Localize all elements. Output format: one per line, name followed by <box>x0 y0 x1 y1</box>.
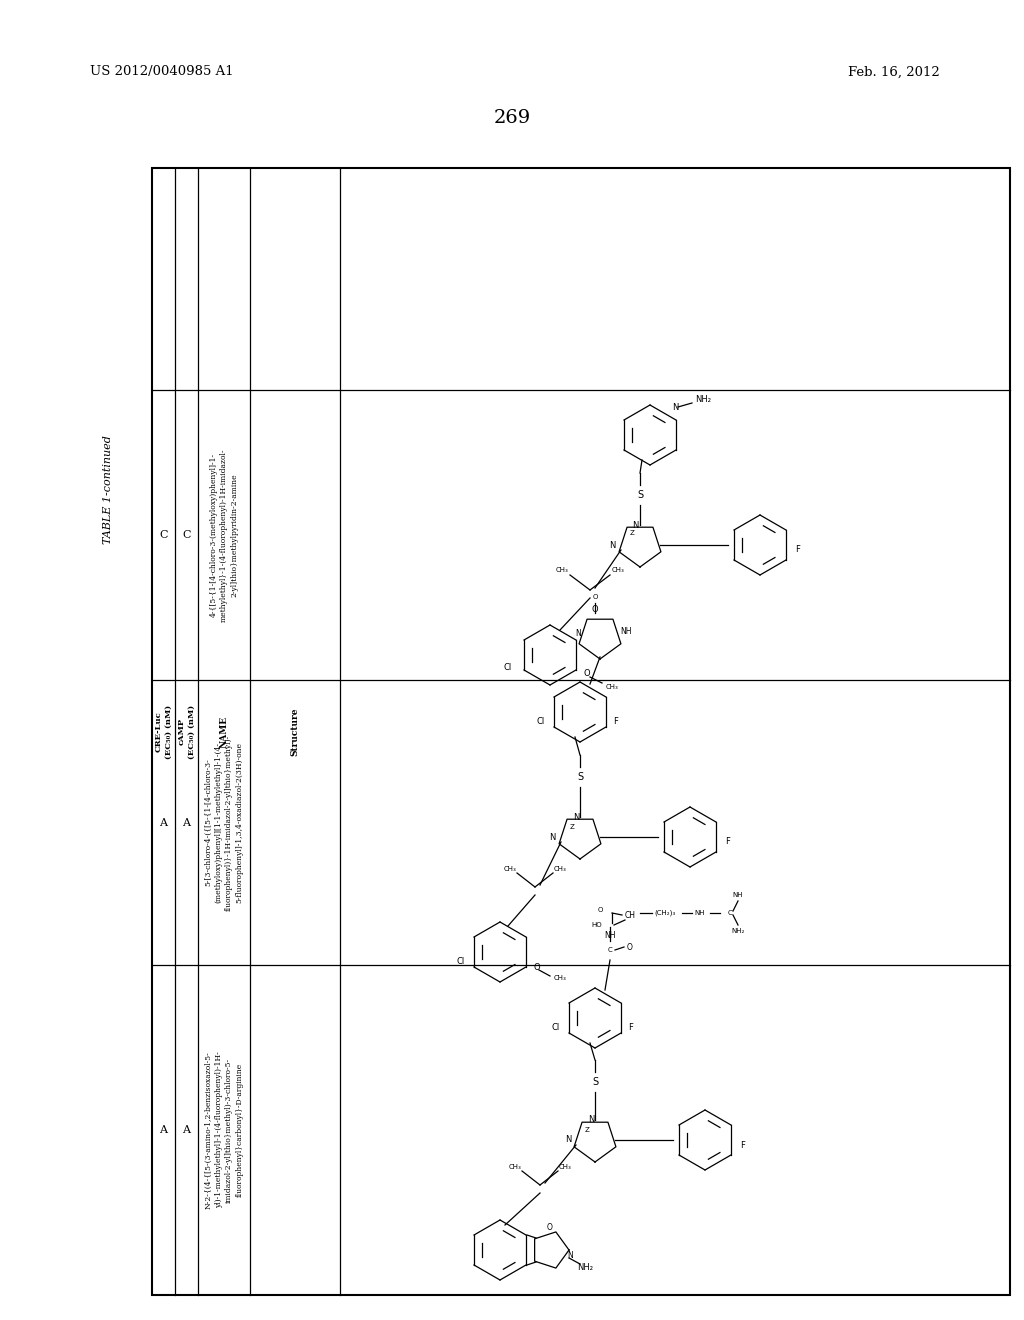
Text: O: O <box>583 668 590 677</box>
Text: F: F <box>613 718 617 726</box>
Bar <box>152 168 1010 1295</box>
Text: NH: NH <box>604 931 615 940</box>
Text: C: C <box>728 909 732 916</box>
Text: N: N <box>609 540 616 549</box>
Text: O: O <box>627 942 633 952</box>
Text: F: F <box>740 1140 744 1150</box>
Text: S: S <box>637 490 643 500</box>
Text: O: O <box>597 907 603 913</box>
Text: O: O <box>534 962 540 972</box>
Text: O: O <box>547 1224 553 1233</box>
Text: N: N <box>564 1135 571 1144</box>
Text: Z: Z <box>630 531 635 536</box>
Text: CH₃: CH₃ <box>559 1164 571 1170</box>
Text: S: S <box>592 1077 598 1086</box>
Text: 5-[3-chloro-4-({[5-{1-[4-chloro-3-
(methyloxy)phenyl][1-1-methylethyl]-1-(4-
flu: 5-[3-chloro-4-({[5-{1-[4-chloro-3- (meth… <box>205 734 244 911</box>
Text: A: A <box>182 1125 190 1135</box>
Text: N: N <box>588 1115 594 1125</box>
Text: Structure: Structure <box>291 708 299 756</box>
Text: US 2012/0040985 A1: US 2012/0040985 A1 <box>90 66 233 78</box>
Text: N-2-{(4-{[5-(3-amino-1,2-benzisoxazol-5-
yl)-1-methylethyl]-1-(4-fluorophenyl)-1: N-2-{(4-{[5-(3-amino-1,2-benzisoxazol-5-… <box>205 1051 244 1209</box>
Text: NH₂: NH₂ <box>577 1263 593 1272</box>
Text: N: N <box>567 1250 572 1259</box>
Text: Cl: Cl <box>457 957 465 966</box>
Text: F: F <box>628 1023 633 1032</box>
Text: A: A <box>160 1125 168 1135</box>
Text: NH₂: NH₂ <box>731 928 744 935</box>
Text: NH: NH <box>694 909 706 916</box>
Text: C: C <box>607 946 612 953</box>
Text: O: O <box>592 605 598 614</box>
Text: CH₃: CH₃ <box>509 1164 521 1170</box>
Text: A: A <box>160 817 168 828</box>
Text: Z: Z <box>569 824 574 830</box>
Text: CH₃: CH₃ <box>606 684 618 690</box>
Text: NH₂: NH₂ <box>695 396 711 404</box>
Text: CH: CH <box>625 911 636 920</box>
Text: CH₃: CH₃ <box>504 866 516 873</box>
Text: N: N <box>550 833 556 842</box>
Text: N: N <box>672 403 678 412</box>
Text: A: A <box>182 817 190 828</box>
Text: NH: NH <box>733 892 743 898</box>
Text: Cl: Cl <box>552 1023 560 1032</box>
Text: F: F <box>725 837 730 846</box>
Text: HO: HO <box>592 921 602 928</box>
Text: CH₃: CH₃ <box>611 568 625 573</box>
Text: Feb. 16, 2012: Feb. 16, 2012 <box>848 66 940 78</box>
Text: F: F <box>795 545 800 554</box>
Text: N: N <box>575 630 581 639</box>
Text: O: O <box>592 594 598 601</box>
Text: (CH₂)₃: (CH₂)₃ <box>654 909 676 916</box>
Text: N: N <box>632 520 638 529</box>
Text: 269: 269 <box>494 110 530 127</box>
Text: CH₃: CH₃ <box>554 866 566 873</box>
Text: Z: Z <box>585 1127 590 1133</box>
Text: Cl: Cl <box>537 718 545 726</box>
Text: N: N <box>572 813 580 821</box>
Text: Cl: Cl <box>504 663 512 672</box>
Text: C: C <box>160 531 168 540</box>
Text: C: C <box>182 531 190 540</box>
Text: cAMP
(EC₅₀) (nM): cAMP (EC₅₀) (nM) <box>177 705 196 759</box>
Text: 4-{[5-{1-[4-chloro-3-(methyloxy)phenyl]-1-
methylethyl}-1-(4-fluorophenyl)-1H-im: 4-{[5-{1-[4-chloro-3-(methyloxy)phenyl]-… <box>210 449 239 622</box>
Text: TABLE 1-continued: TABLE 1-continued <box>103 436 113 544</box>
Text: S: S <box>577 772 583 781</box>
Text: CRE-Luc
(EC₅₀) (nM): CRE-Luc (EC₅₀) (nM) <box>155 705 173 759</box>
Text: NAME: NAME <box>219 715 228 747</box>
Text: CH₃: CH₃ <box>556 568 568 573</box>
Text: NH: NH <box>620 627 632 636</box>
Text: CH₃: CH₃ <box>554 975 566 981</box>
